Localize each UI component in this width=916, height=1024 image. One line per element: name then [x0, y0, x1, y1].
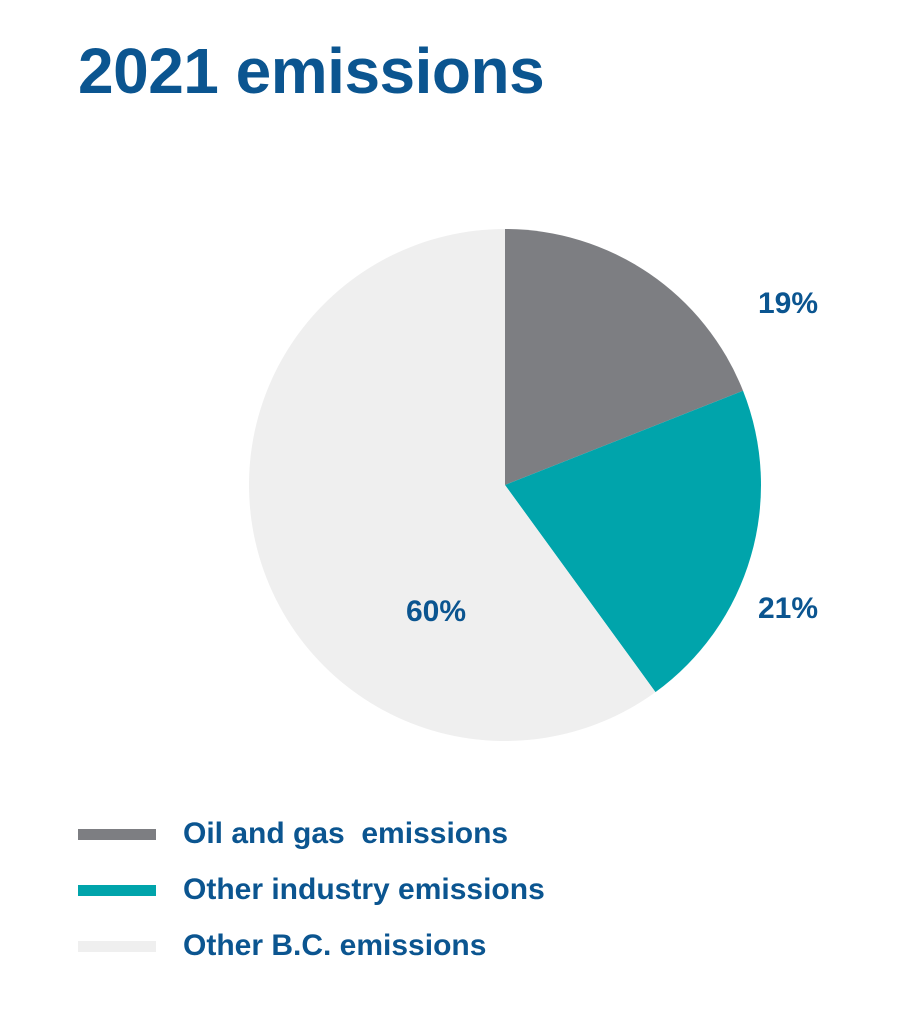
- legend-label: Other industry emissions: [183, 873, 545, 906]
- pie-slice: [505, 390, 761, 693]
- legend-item-other-industry: Other industry emissions: [78, 862, 545, 918]
- pie-slice: [248, 229, 656, 742]
- chart-title: 2021 emissions: [78, 35, 545, 107]
- pie-slice: [505, 229, 744, 485]
- legend-item-other-bc: Other B.C. emissions: [78, 918, 545, 974]
- legend-swatch: [78, 940, 156, 952]
- slice-percent-label: 60%: [406, 595, 466, 628]
- pie-labels: 19% 21% 60%: [406, 287, 818, 628]
- slice-percent-label: 19%: [758, 287, 818, 320]
- legend-swatch: [78, 884, 156, 896]
- legend: Oil and gas emissions Other industry emi…: [78, 806, 545, 974]
- legend-label: Other B.C. emissions: [183, 929, 487, 962]
- pie-slices: [248, 229, 761, 742]
- slice-percent-label: 21%: [758, 592, 818, 625]
- legend-swatch: [78, 828, 156, 840]
- legend-label: Oil and gas emissions: [183, 817, 509, 850]
- legend-item-oil-and-gas: Oil and gas emissions: [78, 806, 545, 862]
